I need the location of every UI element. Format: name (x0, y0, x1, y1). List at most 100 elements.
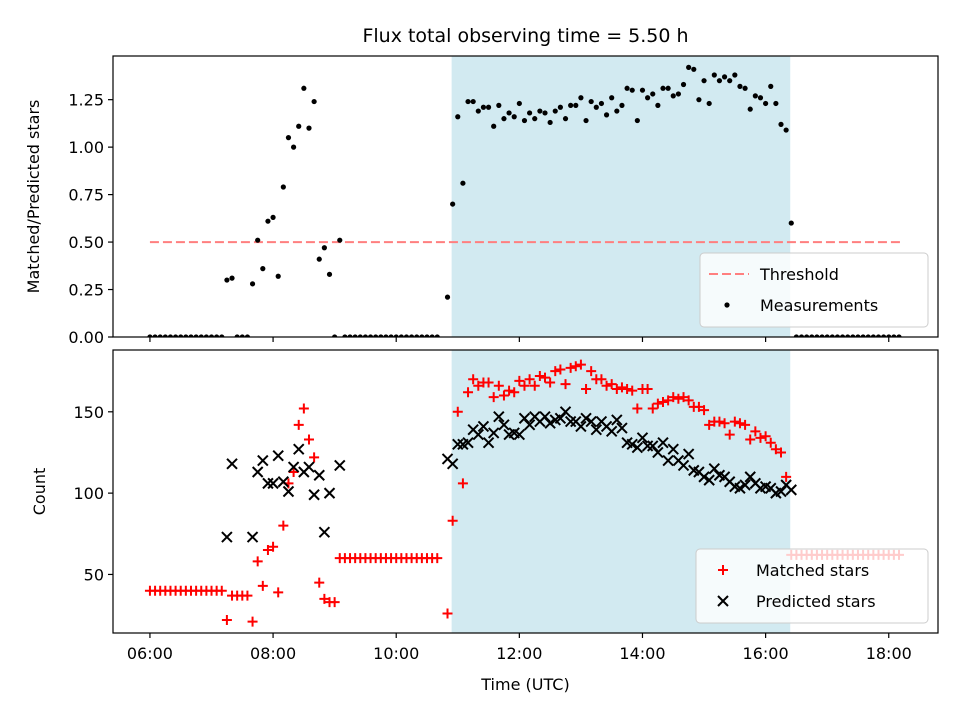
point-measurements (188, 334, 194, 337)
y-tick-label: 0.25 (68, 281, 104, 300)
legend-label: Predicted stars (756, 592, 876, 611)
point-matched-stars (539, 372, 550, 383)
point-measurements (465, 98, 471, 105)
point-matched-stars (622, 384, 633, 395)
point-matched-stars (498, 390, 509, 401)
y-tick-label: 100 (73, 484, 104, 503)
point-measurements (742, 85, 748, 91)
point-predicted-stars (282, 485, 295, 498)
point-matched-stars (565, 362, 576, 373)
point-predicted-stars (626, 438, 638, 451)
point-measurements (727, 78, 733, 84)
point-matched-stars (257, 580, 268, 591)
point-measurements (424, 334, 430, 337)
point-measurements (855, 334, 861, 337)
point-matched-stars (683, 395, 694, 406)
point-measurements (475, 108, 481, 114)
point-measurements (670, 93, 676, 99)
point-measurements (557, 104, 563, 110)
point-measurements (716, 78, 723, 84)
point-predicted-stars (564, 415, 577, 428)
point-matched-stars (293, 419, 304, 430)
point-measurements (639, 87, 646, 93)
point-measurements (788, 220, 794, 226)
point-measurements (568, 102, 574, 108)
point-predicted-stars (313, 469, 325, 481)
point-measurements (311, 98, 317, 105)
point-predicted-stars (641, 440, 654, 452)
point-matched-stars (514, 375, 525, 386)
axes-frame (112, 55, 939, 338)
point-measurements (306, 125, 312, 131)
point-measurements (819, 334, 825, 337)
y-tick-label: 1.00 (68, 138, 104, 157)
point-predicted-stars (544, 417, 556, 429)
point-measurements (711, 72, 717, 78)
point-measurements (696, 97, 702, 103)
point-predicted-stars (323, 487, 336, 499)
point-measurements (650, 91, 656, 97)
point-matched-stars (273, 587, 284, 598)
point-measurements (793, 334, 799, 337)
x-tick-label: 12:00 (496, 644, 542, 663)
point-measurements (804, 334, 810, 337)
point-matched-stars (745, 434, 756, 445)
point-measurements (362, 334, 369, 337)
point-measurements (655, 102, 661, 108)
point-measurements (814, 334, 820, 337)
point-matched-stars (463, 387, 474, 398)
legend-marker-icon (724, 302, 730, 308)
point-predicted-stars (498, 419, 510, 431)
point-measurements (809, 334, 815, 337)
point-predicted-stars (272, 450, 284, 462)
point-measurements (429, 334, 435, 337)
point-measurements (865, 334, 871, 337)
point-measurements (881, 334, 887, 337)
point-measurements (290, 144, 297, 150)
point-matched-stars (447, 515, 458, 526)
y-axis-label-count: Count (30, 468, 49, 516)
point-measurements (527, 110, 533, 116)
point-matched-stars (488, 392, 499, 403)
point-measurements (665, 85, 671, 91)
point-measurements (357, 334, 363, 337)
point-measurements (480, 104, 487, 110)
point-measurements (496, 102, 502, 108)
point-predicted-stars (657, 436, 669, 449)
point-matched-stars (268, 541, 279, 552)
point-measurements (162, 334, 168, 337)
point-predicted-stars (308, 489, 320, 501)
point-measurements (891, 334, 897, 337)
point-predicted-stars (257, 454, 269, 467)
point-predicted-stars (334, 459, 346, 472)
point-measurements (732, 72, 738, 78)
point-measurements (747, 106, 753, 112)
point-measurements (208, 334, 215, 337)
point-matched-stars (652, 398, 663, 409)
point-matched-stars (740, 419, 751, 430)
point-measurements (537, 108, 543, 114)
point-predicted-stars (652, 446, 664, 459)
point-measurements (367, 334, 374, 337)
point-measurements (229, 275, 235, 281)
point-measurements (260, 266, 266, 272)
point-measurements (629, 87, 635, 93)
point-measurements (773, 100, 779, 107)
point-predicted-stars (559, 406, 572, 418)
point-measurements (516, 100, 522, 107)
point-measurements (234, 334, 240, 337)
point-matched-stars (483, 377, 494, 388)
point-measurements (593, 104, 599, 110)
point-measurements (414, 334, 420, 337)
point-measurements (485, 104, 492, 110)
point-matched-stars (509, 387, 520, 398)
x-tick-label: 16:00 (743, 644, 789, 663)
point-measurements (778, 121, 784, 127)
point-measurements (275, 273, 281, 279)
point-matched-stars (560, 379, 571, 390)
point-predicted-stars (739, 479, 751, 491)
point-measurements (798, 334, 805, 337)
point-measurements (419, 334, 425, 337)
point-predicted-stars (682, 448, 695, 460)
point-measurements (542, 110, 548, 116)
